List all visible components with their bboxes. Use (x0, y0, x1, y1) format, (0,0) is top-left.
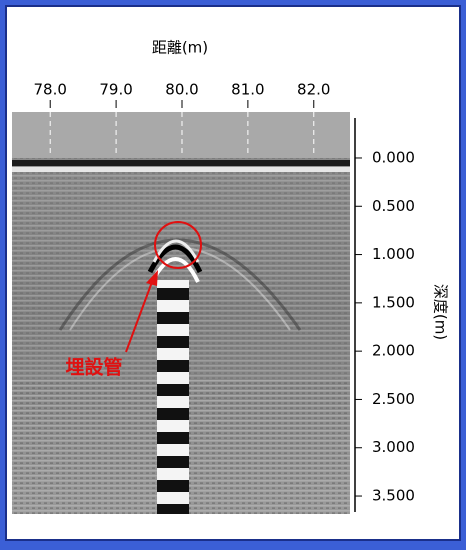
y-tick-label: 3.000 (372, 438, 415, 456)
y-tick-label: 1.500 (372, 293, 415, 311)
x-tick-label: 80.0 (165, 81, 198, 99)
annotation: 埋設管 (65, 356, 122, 379)
y-tick-label: 2.000 (372, 342, 415, 360)
y-tick-label: 3.500 (372, 487, 415, 505)
x-tick-label: 79.0 (99, 81, 132, 99)
y-tick-label: 0.500 (372, 197, 415, 215)
y-tick-label: 0.000 (372, 148, 415, 166)
x-tick-label: 81.0 (231, 81, 264, 99)
chart: 距離(m) 深度(m) 埋設管 78.0 79.0 80.0 81.0 82.0 0.00… (0, 0, 466, 546)
y-tick-label: 2.500 (372, 390, 415, 408)
x-tick-label: 78.0 (34, 81, 67, 99)
x-axis-label: 距離(m) (152, 39, 208, 57)
y-axis-label: 深度(m) (432, 284, 450, 340)
y-tick-label: 1.000 (372, 245, 415, 263)
radar-image (12, 112, 350, 514)
x-tick-label: 82.0 (297, 81, 330, 99)
